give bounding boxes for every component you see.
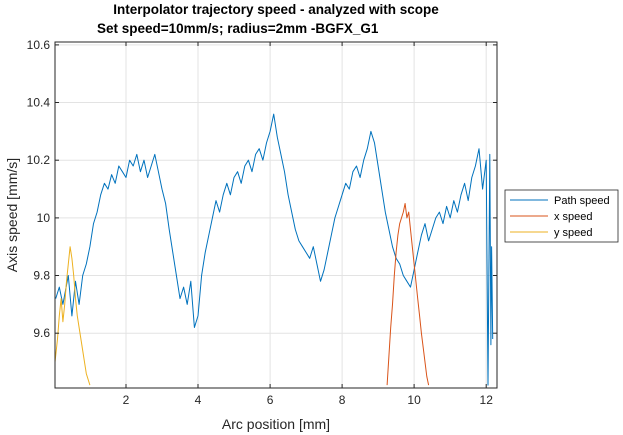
y-tick-label: 9.8 — [33, 269, 50, 283]
legend-label-y-speed: y speed — [554, 227, 593, 239]
x-tick-label: 2 — [123, 393, 130, 407]
series-line-x-speed — [386, 203, 430, 386]
legend-label-x-speed: x speed — [554, 211, 593, 223]
x-tick-label: 4 — [195, 393, 202, 407]
y-tick-label: 9.6 — [33, 326, 50, 340]
series-line-path-speed — [55, 113, 494, 386]
ticks: 2 4 6 8 10 12 9.6 9.8 10 10.2 10.4 10.6 — [27, 38, 497, 407]
x-axis-label: Arc position [mm] — [222, 416, 330, 432]
legend: Path speed x speed y speed — [504, 189, 619, 243]
y-tick-label: 10.6 — [27, 38, 51, 52]
x-tick-label: 10 — [407, 393, 421, 407]
x-tick-label: 12 — [480, 393, 494, 407]
y-axis-label: Axis speed [mm/s] — [4, 158, 20, 272]
y-tick-label: 10 — [37, 211, 51, 225]
series-layer — [54, 113, 494, 386]
chart-title-line-2: Set speed=10mm/s; radius=2mm -BGFX_G1 — [97, 21, 379, 36]
plot-area — [55, 42, 497, 388]
x-tick-label: 6 — [267, 393, 274, 407]
series-line-y-speed — [54, 246, 91, 386]
grid — [55, 42, 497, 388]
chart-title-line-1: Interpolator trajectory speed - analyzed… — [113, 2, 439, 17]
x-tick-label: 8 — [339, 393, 346, 407]
y-tick-label: 10.2 — [27, 153, 51, 167]
legend-label-path-speed: Path speed — [554, 195, 610, 207]
y-tick-label: 10.4 — [27, 96, 51, 110]
plot-box — [54, 41, 498, 389]
